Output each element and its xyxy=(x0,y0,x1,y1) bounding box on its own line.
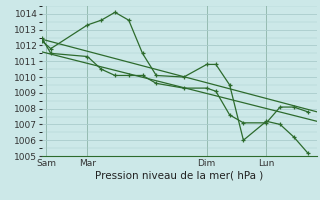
X-axis label: Pression niveau de la mer( hPa ): Pression niveau de la mer( hPa ) xyxy=(95,171,263,181)
